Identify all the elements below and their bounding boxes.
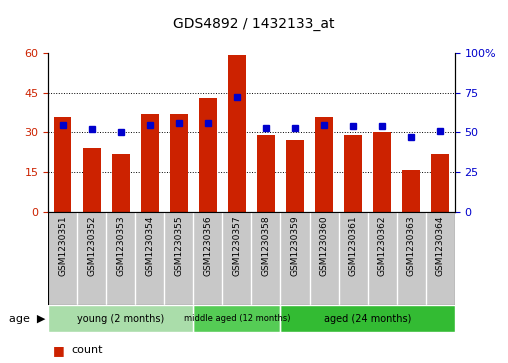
Text: count: count: [71, 345, 103, 355]
Text: ■: ■: [53, 362, 65, 363]
Bar: [141, 114, 158, 212]
Text: young (2 months): young (2 months): [77, 314, 165, 323]
Text: GSM1230351: GSM1230351: [58, 215, 67, 276]
Bar: [280, 305, 455, 332]
Text: GSM1230352: GSM1230352: [87, 215, 97, 276]
Text: GSM1230358: GSM1230358: [262, 215, 270, 276]
Bar: [280, 305, 455, 332]
Bar: [199, 98, 216, 212]
Text: ■: ■: [53, 344, 65, 357]
Text: age  ▶: age ▶: [9, 314, 46, 323]
Text: GSM1230356: GSM1230356: [203, 215, 212, 276]
Text: middle aged (12 months): middle aged (12 months): [184, 314, 290, 323]
Bar: [54, 117, 72, 212]
Bar: [194, 305, 280, 332]
Bar: [373, 132, 391, 212]
Bar: [431, 154, 449, 212]
Bar: [48, 305, 194, 332]
Text: GSM1230362: GSM1230362: [377, 215, 387, 276]
Text: aged (24 months): aged (24 months): [324, 314, 411, 323]
Bar: [287, 140, 304, 212]
Bar: [112, 154, 130, 212]
Text: GSM1230357: GSM1230357: [233, 215, 241, 276]
Text: GSM1230353: GSM1230353: [116, 215, 125, 276]
Text: GSM1230364: GSM1230364: [436, 215, 444, 276]
Bar: [344, 135, 362, 212]
Bar: [83, 148, 101, 212]
Text: GDS4892 / 1432133_at: GDS4892 / 1432133_at: [173, 17, 335, 30]
Text: GSM1230361: GSM1230361: [348, 215, 358, 276]
Bar: [257, 135, 275, 212]
Bar: [48, 305, 194, 332]
Text: GSM1230363: GSM1230363: [406, 215, 416, 276]
Bar: [170, 114, 187, 212]
Bar: [228, 55, 246, 212]
Text: GSM1230359: GSM1230359: [291, 215, 300, 276]
Bar: [402, 170, 420, 212]
Bar: [194, 305, 280, 332]
Text: GSM1230360: GSM1230360: [320, 215, 329, 276]
Text: GSM1230354: GSM1230354: [145, 215, 154, 276]
Text: GSM1230355: GSM1230355: [174, 215, 183, 276]
Bar: [315, 117, 333, 212]
